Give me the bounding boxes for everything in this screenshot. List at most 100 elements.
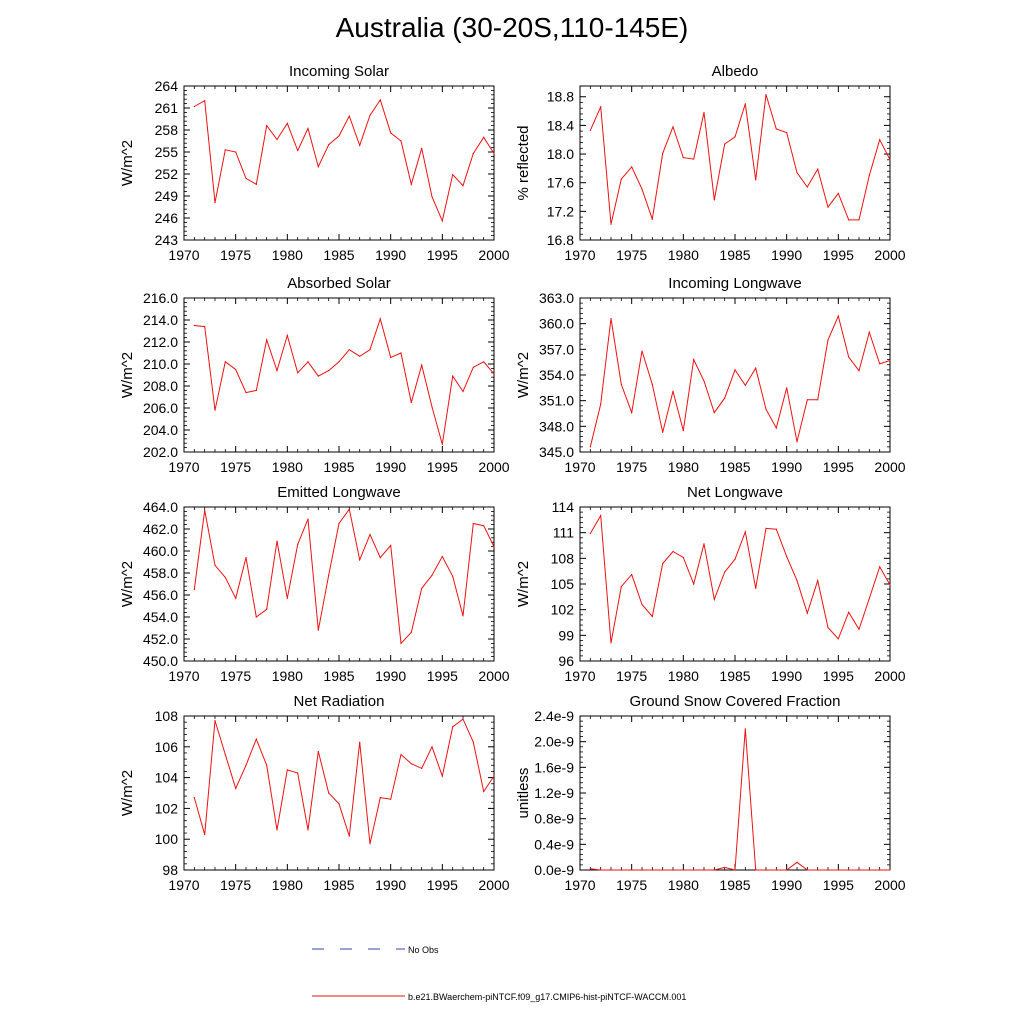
data-point bbox=[410, 401, 412, 404]
data-point bbox=[204, 100, 206, 102]
data-point bbox=[452, 375, 454, 377]
y-tick-label: 100 bbox=[155, 831, 179, 847]
data-point bbox=[204, 326, 206, 328]
y-tick-label: 0.4e-9 bbox=[534, 836, 574, 852]
y-tick-label: 0.0e-9 bbox=[534, 862, 574, 878]
data-point bbox=[827, 869, 829, 871]
data-point bbox=[421, 587, 423, 590]
data-point bbox=[786, 387, 788, 389]
data-point bbox=[817, 399, 819, 401]
data-point bbox=[266, 339, 268, 341]
x-tick-label: 1970 bbox=[564, 877, 595, 893]
data-point bbox=[235, 597, 237, 599]
data-point bbox=[610, 223, 612, 225]
data-point bbox=[348, 349, 350, 351]
x-tick-label: 1980 bbox=[272, 877, 303, 893]
y-tick-label: 216.0 bbox=[143, 290, 178, 306]
data-point bbox=[734, 136, 736, 138]
data-point bbox=[796, 172, 798, 174]
data-point bbox=[641, 350, 643, 352]
plot-frame bbox=[183, 506, 495, 662]
data-point bbox=[317, 375, 319, 377]
x-tick-label: 1980 bbox=[668, 247, 699, 263]
data-point bbox=[889, 359, 891, 362]
data-point bbox=[359, 741, 361, 743]
data-point bbox=[472, 741, 474, 743]
data-point bbox=[245, 392, 247, 394]
data-point bbox=[317, 750, 319, 753]
plot-frame bbox=[579, 506, 891, 662]
data-point bbox=[462, 390, 464, 393]
data-point bbox=[431, 406, 433, 408]
x-tick-label: 1980 bbox=[272, 247, 303, 263]
data-point bbox=[796, 861, 798, 863]
y-axis-label: W/m^2 bbox=[119, 140, 136, 186]
data-point bbox=[328, 792, 330, 794]
data-point bbox=[837, 638, 839, 640]
x-tick-label: 1995 bbox=[427, 877, 458, 893]
data-point bbox=[600, 403, 602, 405]
x-tick-label: 1990 bbox=[771, 877, 802, 893]
data-point bbox=[672, 126, 674, 128]
data-point bbox=[431, 574, 433, 576]
data-point bbox=[441, 775, 443, 777]
data-point bbox=[724, 571, 726, 573]
data-point bbox=[297, 772, 299, 774]
data-point bbox=[462, 185, 464, 187]
data-point bbox=[452, 174, 454, 176]
data-point bbox=[493, 775, 495, 777]
data-point bbox=[317, 629, 319, 631]
data-point bbox=[610, 642, 612, 644]
data-point bbox=[848, 611, 850, 613]
data-point bbox=[765, 527, 767, 529]
data-point bbox=[879, 566, 881, 568]
data-point bbox=[848, 219, 850, 221]
y-tick-label: 214.0 bbox=[143, 312, 178, 328]
data-point bbox=[204, 509, 206, 511]
data-point bbox=[775, 128, 777, 130]
data-point bbox=[214, 720, 216, 722]
data-point bbox=[462, 718, 464, 720]
x-tick-label: 1980 bbox=[668, 459, 699, 475]
panel-title: Absorbed Solar bbox=[287, 275, 390, 292]
data-point bbox=[483, 525, 485, 527]
data-point bbox=[328, 574, 330, 576]
y-tick-label: 106 bbox=[155, 739, 179, 755]
x-tick-label: 1975 bbox=[616, 668, 647, 684]
plot-frame bbox=[579, 297, 891, 453]
data-point bbox=[493, 152, 495, 155]
data-point bbox=[765, 869, 767, 871]
y-axis-label: % reflected bbox=[515, 125, 532, 200]
data-point bbox=[307, 829, 309, 831]
data-point bbox=[421, 364, 423, 366]
data-point bbox=[266, 125, 268, 127]
data-point bbox=[276, 138, 278, 141]
y-tick-label: 114 bbox=[552, 499, 575, 515]
y-tick-label: 2.0e-9 bbox=[534, 734, 574, 750]
series-line bbox=[194, 98, 495, 223]
y-tick-label: 249 bbox=[155, 188, 179, 204]
x-tick-label: 1990 bbox=[375, 247, 406, 263]
data-point bbox=[359, 144, 361, 146]
y-tick-label: 452.0 bbox=[143, 631, 178, 647]
data-point bbox=[651, 869, 653, 871]
x-tick-label: 1995 bbox=[823, 459, 854, 475]
series-line bbox=[590, 728, 890, 871]
data-point bbox=[400, 753, 402, 756]
x-tick-label: 1990 bbox=[375, 877, 406, 893]
y-tick-label: 357.0 bbox=[539, 341, 574, 357]
data-point bbox=[848, 356, 850, 358]
data-point bbox=[348, 508, 350, 510]
data-point bbox=[589, 129, 591, 132]
data-point bbox=[620, 869, 622, 871]
y-tick-label: 16.8 bbox=[547, 232, 574, 248]
data-point bbox=[858, 869, 860, 871]
data-point bbox=[379, 557, 381, 559]
data-point bbox=[255, 616, 257, 618]
y-tick-label: 105 bbox=[551, 576, 575, 592]
data-point bbox=[682, 869, 684, 871]
y-tick-label: 252 bbox=[155, 166, 179, 182]
x-tick-label: 1995 bbox=[823, 668, 854, 684]
data-point bbox=[307, 361, 309, 363]
